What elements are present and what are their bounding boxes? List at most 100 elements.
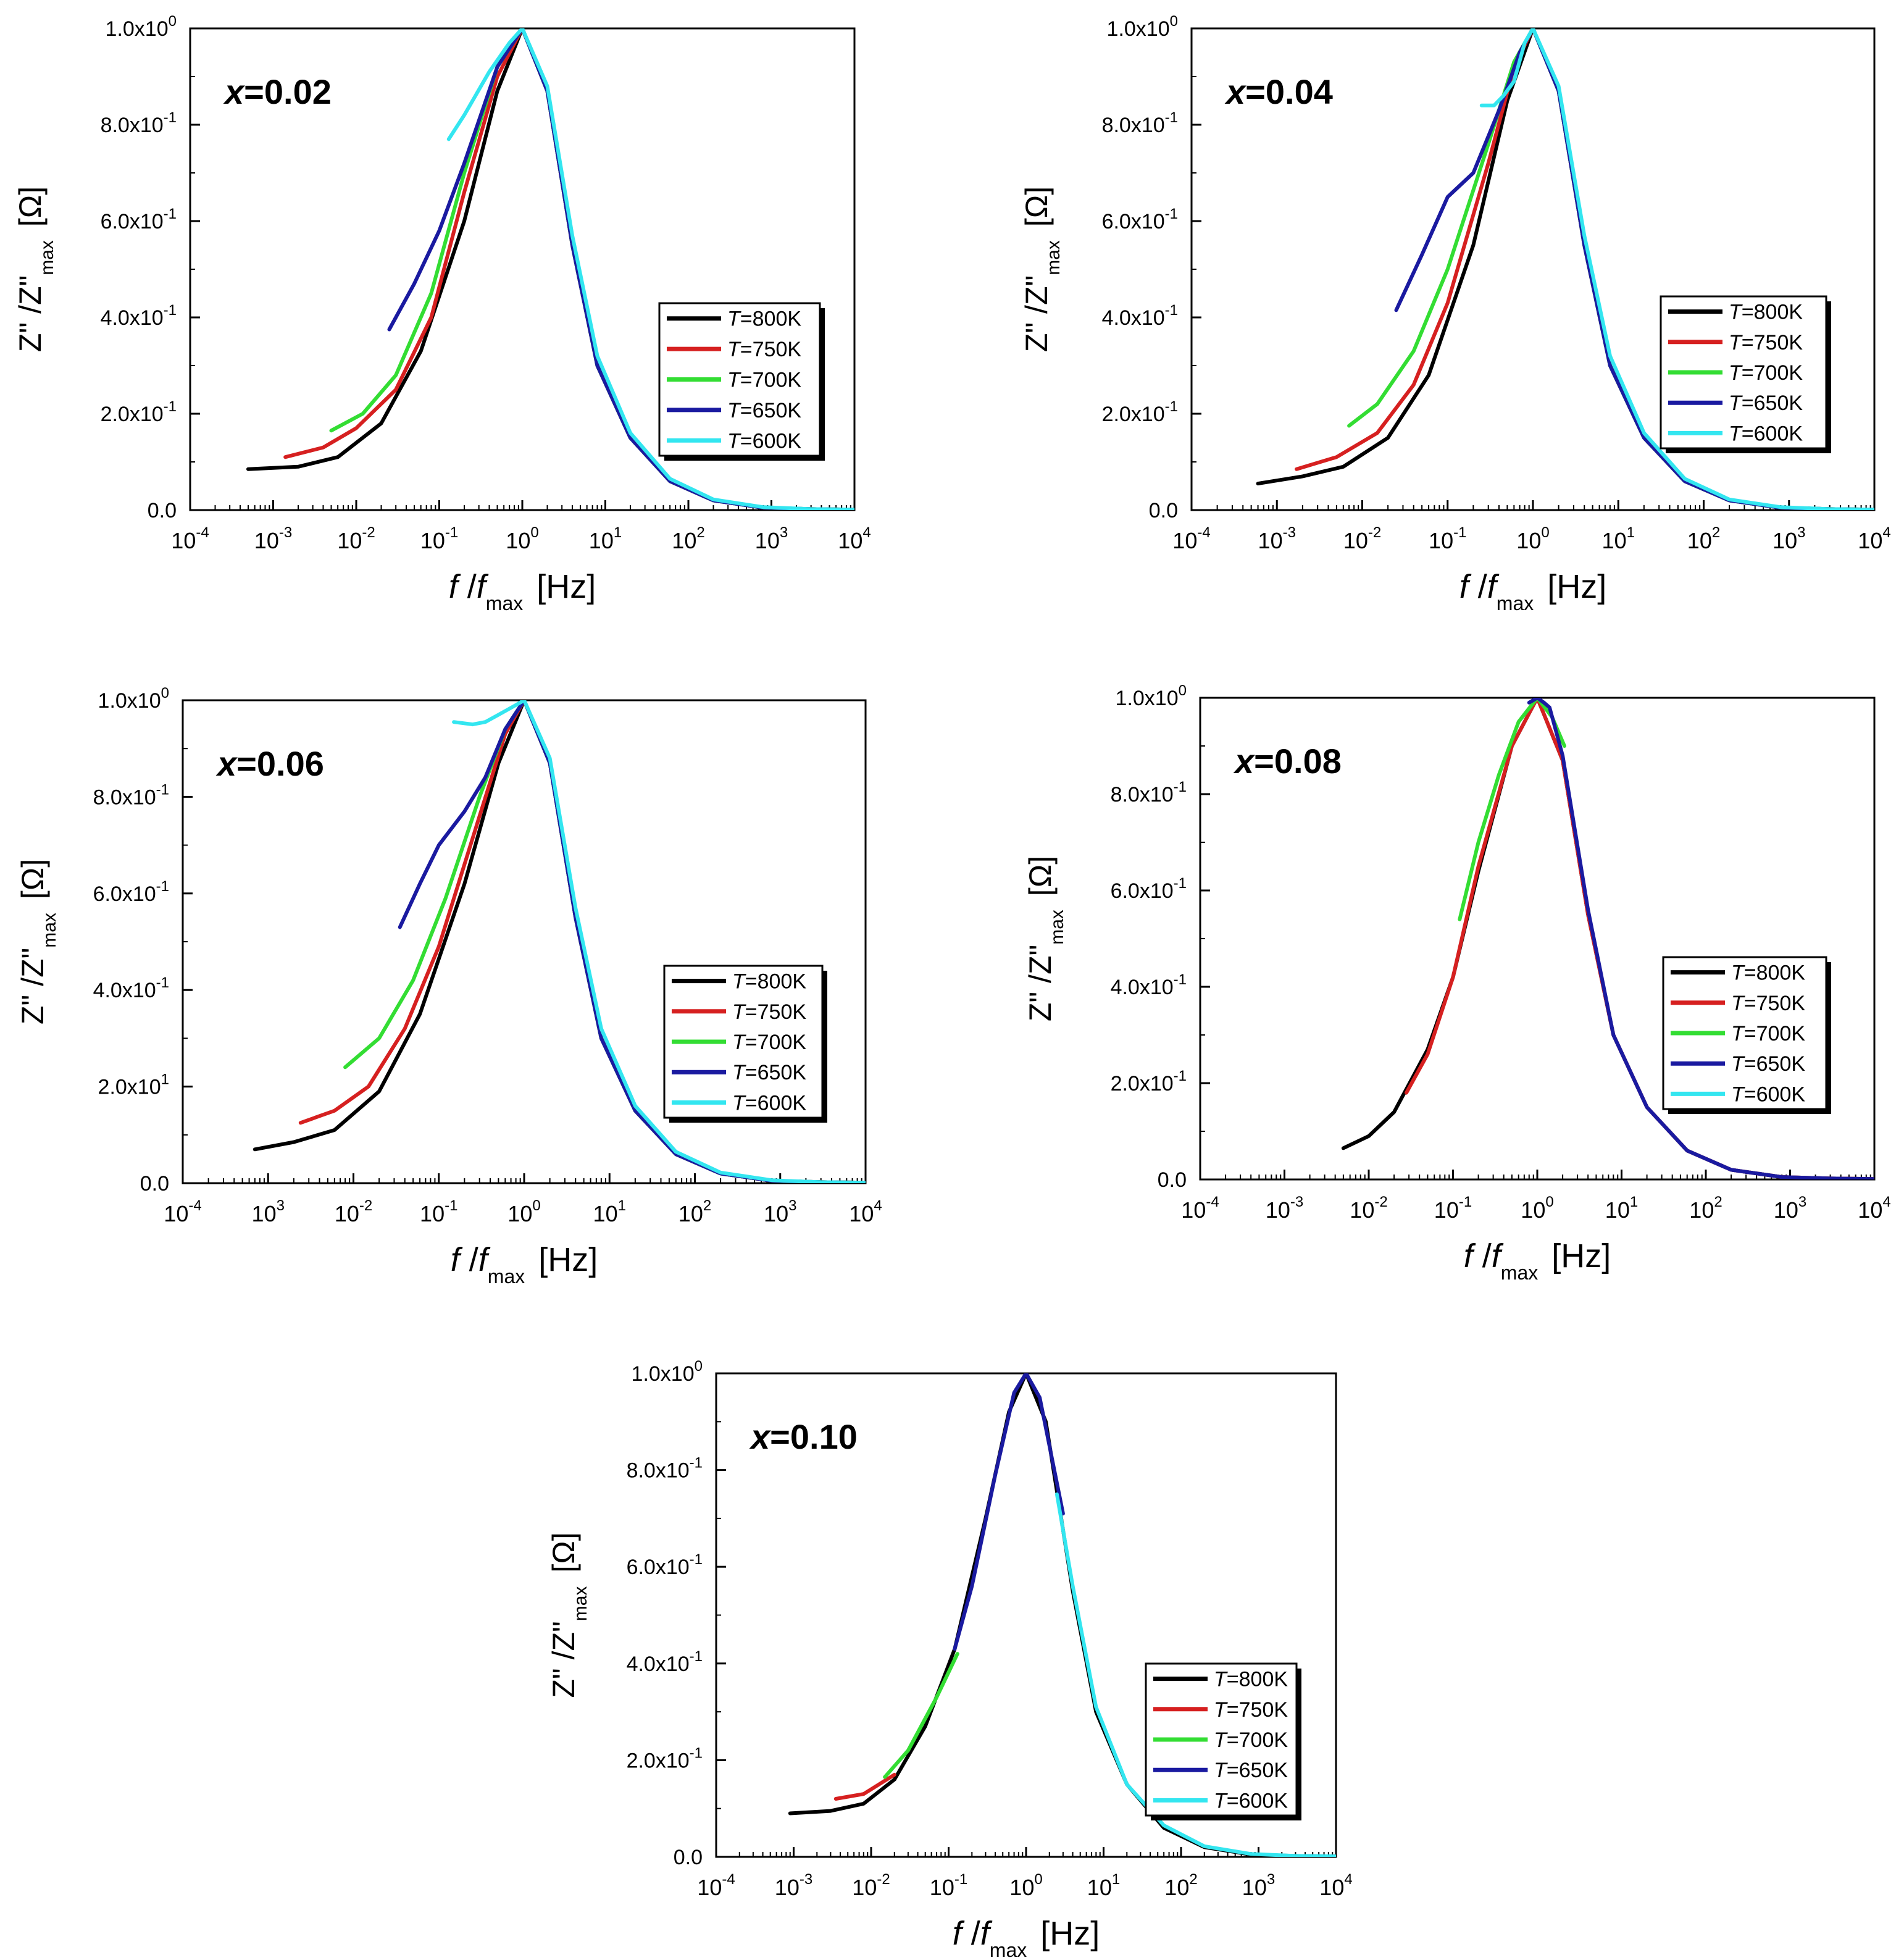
series-group [246,28,854,510]
y-tick-label: 8.0x10-1 [627,1455,703,1483]
x-tick-label: 10-1 [930,1871,967,1900]
x-tick-label: 10-3 [775,1871,812,1900]
legend-label: T=700K [1729,361,1803,385]
y-tick-label: 6.0x10-1 [1102,206,1178,233]
x-axis-title: f /fmax [Hz] [451,1241,598,1288]
legend-label: T=800K [732,970,806,994]
y-tick-label: 4.0x10-1 [93,974,169,1002]
x-tick-label: 100 [506,524,538,553]
x-tick-label: 10-1 [1434,1194,1472,1223]
x-tick-label: 100 [507,1197,540,1226]
y-tick-label: 1.0x100 [98,685,169,713]
legend-label: T=600K [1729,422,1803,445]
legend-label: T=650K [732,1061,806,1084]
x-tick-label: 101 [1602,524,1635,553]
x-tick-label: 101 [1087,1871,1120,1900]
series-group [788,1373,1336,1857]
y-tick-label: 2.0x101 [98,1071,169,1099]
legend-label: T=750K [1214,1698,1288,1722]
legend-label: T=600K [727,429,801,453]
x-tick-label: 10-4 [1172,524,1210,553]
y-tick-label: 1.0x100 [106,13,177,41]
y-tick-label: 4.0x10-1 [1102,302,1178,330]
x-tick-label: 10-3 [1266,1194,1303,1223]
y-tick-label: 6.0x10-1 [93,878,169,906]
x-tick-label: 10-2 [1350,1194,1387,1223]
x-tick-label: 102 [679,1197,711,1226]
legend-label: T=750K [1731,992,1805,1015]
legend-label: T=600K [1214,1789,1288,1812]
panel-label: x=0.10 [749,1417,858,1456]
y-tick-label: 8.0x10-1 [93,781,169,809]
y-axis-title: Z" /Z"max[Ω] [13,186,57,352]
x-tick-label: 102 [672,524,704,553]
x-tick-label: 102 [1687,524,1720,553]
x-tick-label: 10-4 [171,524,209,553]
x-tick-label: 104 [1858,1194,1890,1223]
x-tick-label: 102 [1689,1194,1722,1223]
series-line-t-600k [1479,28,1874,510]
x-tick-label: 104 [1858,524,1890,553]
chart-panel: 10-4 103 10-2 10-1 100 101 102 103 104 0.0 2.0x101… [15,685,882,1288]
legend-label: T=700K [1731,1022,1805,1045]
x-tick-label: 10-2 [1343,524,1381,553]
series-line-t-650k [953,1373,1065,1651]
series-line-t-650k [1527,698,1874,1179]
series-line-t-750k [833,1772,896,1801]
legend-label: T=750K [732,1000,806,1024]
panel-label: x=0.06 [215,744,324,783]
series-line-t-700k [883,1652,959,1779]
y-tick-label: 0.0 [1149,499,1178,522]
x-tick-label: 101 [593,1197,626,1226]
x-tick-label: 102 [1164,1871,1197,1900]
legend-label: T=800K [1729,301,1803,324]
y-tick-label: 0.0 [140,1172,169,1196]
legend-label: T=600K [732,1091,806,1115]
y-tick-label: 0.0 [674,1846,703,1869]
y-tick-label: 4.0x10-1 [627,1648,703,1676]
legend-label: T=800K [1731,961,1805,985]
y-axis-title: Z" /Z"max[Ω] [1023,856,1067,1021]
legend: T=800K T=750K T=700K T=650K T=600K [1662,956,1831,1114]
legend-label: T=700K [1214,1728,1288,1752]
y-axis-title: Z" /Z"max[Ω] [546,1532,591,1698]
series-line-t-600k [452,700,866,1183]
y-tick-label: 6.0x10-1 [1111,875,1187,903]
x-tick-label: 103 [1242,1871,1275,1900]
series-line-t-600k [446,28,854,510]
series-group [1256,28,1874,510]
y-axis-title: Z" /Z"max[Ω] [15,859,60,1024]
x-tick-label: 103 [755,524,788,553]
y-tick-label: 6.0x10-1 [627,1551,703,1579]
x-axis-title: f /fmax [Hz] [1464,1238,1611,1284]
legend-label: T=800K [1214,1668,1288,1691]
x-tick-label: 10-4 [697,1871,735,1900]
panel-label: x=0.04 [1224,72,1333,111]
x-tick-label: 104 [1319,1871,1352,1900]
x-tick-label: 10-4 [164,1197,201,1226]
x-axis-title: f /fmax [Hz] [449,568,596,614]
legend: T=800K T=750K T=700K T=650K T=600K [663,965,827,1123]
legend: T=800K T=750K T=700K T=650K T=600K [1145,1662,1301,1820]
x-tick-label: 103 [1774,1194,1806,1223]
series-group [253,700,866,1183]
legend: T=800K T=750K T=700K T=650K T=600K [658,302,825,461]
legend-label: T=750K [1729,331,1803,354]
x-tick-label: 101 [589,524,622,553]
y-tick-label: 0.0 [148,499,177,522]
panel-label: x=0.02 [223,72,332,111]
y-tick-label: 8.0x10-1 [1111,779,1187,806]
x-tick-label: 103 [252,1197,285,1226]
y-tick-label: 6.0x10-1 [101,206,177,233]
x-tick-label: 104 [849,1197,882,1226]
x-tick-label: 100 [1521,1194,1553,1223]
x-tick-label: 10-3 [1258,524,1296,553]
y-tick-label: 2.0x10-1 [627,1744,703,1772]
x-tick-label: 10-1 [420,524,458,553]
x-tick-label: 103 [764,1197,796,1226]
y-tick-label: 4.0x10-1 [101,302,177,330]
x-tick-label: 100 [1009,1871,1042,1900]
y-tick-label: 8.0x10-1 [101,109,177,137]
chart-panel: 10-4 10-3 10-2 10-1 100 101 102 103 104 0.0 2.0x10… [13,13,871,614]
